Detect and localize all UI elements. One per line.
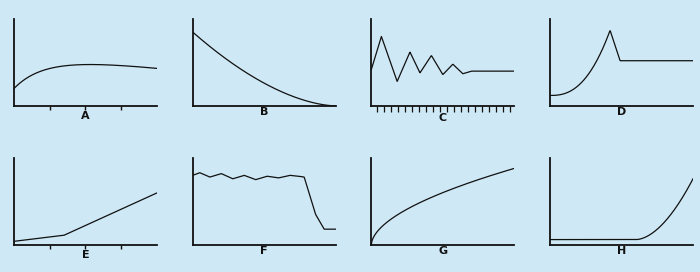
X-axis label: G: G bbox=[438, 246, 447, 256]
X-axis label: A: A bbox=[81, 112, 90, 121]
X-axis label: D: D bbox=[617, 107, 626, 117]
X-axis label: E: E bbox=[82, 250, 90, 260]
X-axis label: B: B bbox=[260, 107, 268, 117]
X-axis label: H: H bbox=[617, 246, 626, 256]
X-axis label: F: F bbox=[260, 246, 268, 256]
X-axis label: C: C bbox=[439, 113, 447, 123]
